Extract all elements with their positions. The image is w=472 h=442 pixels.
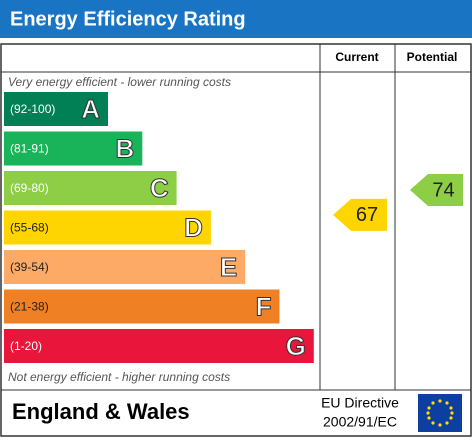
band-letter: A: [81, 94, 100, 124]
rating-arrow: [333, 198, 387, 231]
bottom-note: Not energy efficient - higher running co…: [8, 370, 230, 384]
band: [4, 131, 143, 166]
region: England & Wales: [12, 399, 190, 424]
band-letter: B: [116, 133, 135, 163]
band: [4, 210, 211, 245]
band-range: (39-54): [10, 260, 49, 274]
directive: EU Directive: [321, 395, 399, 411]
band-letter: C: [150, 173, 169, 203]
band-letter: F: [256, 291, 272, 321]
band-range: (1-20): [10, 339, 42, 353]
band-range: (55-68): [10, 221, 49, 235]
band-range: (69-80): [10, 181, 49, 195]
band-letter: D: [184, 212, 203, 242]
frame: [0, 43, 472, 437]
band: [4, 289, 280, 324]
column-header: Current: [335, 50, 378, 64]
eu-flag: [418, 394, 462, 432]
band-letter: E: [220, 252, 237, 282]
rating-value: 67: [356, 204, 378, 226]
band-range: (21-38): [10, 300, 49, 314]
title-bar: [0, 0, 472, 38]
band-range: (81-91): [10, 142, 49, 156]
rating-value: 74: [432, 179, 454, 201]
rating-arrow: [410, 174, 463, 206]
band: [4, 250, 246, 284]
band-letter: G: [286, 331, 306, 361]
band-range: (92-100): [10, 102, 55, 116]
top-note: Very energy efficient - lower running co…: [8, 75, 231, 89]
title: Energy Efficiency Rating: [10, 8, 246, 30]
column-header: Potential: [407, 50, 458, 64]
band: [4, 171, 177, 205]
band: [4, 92, 108, 126]
band: [4, 329, 314, 363]
directive: 2002/91/EC: [323, 414, 397, 430]
